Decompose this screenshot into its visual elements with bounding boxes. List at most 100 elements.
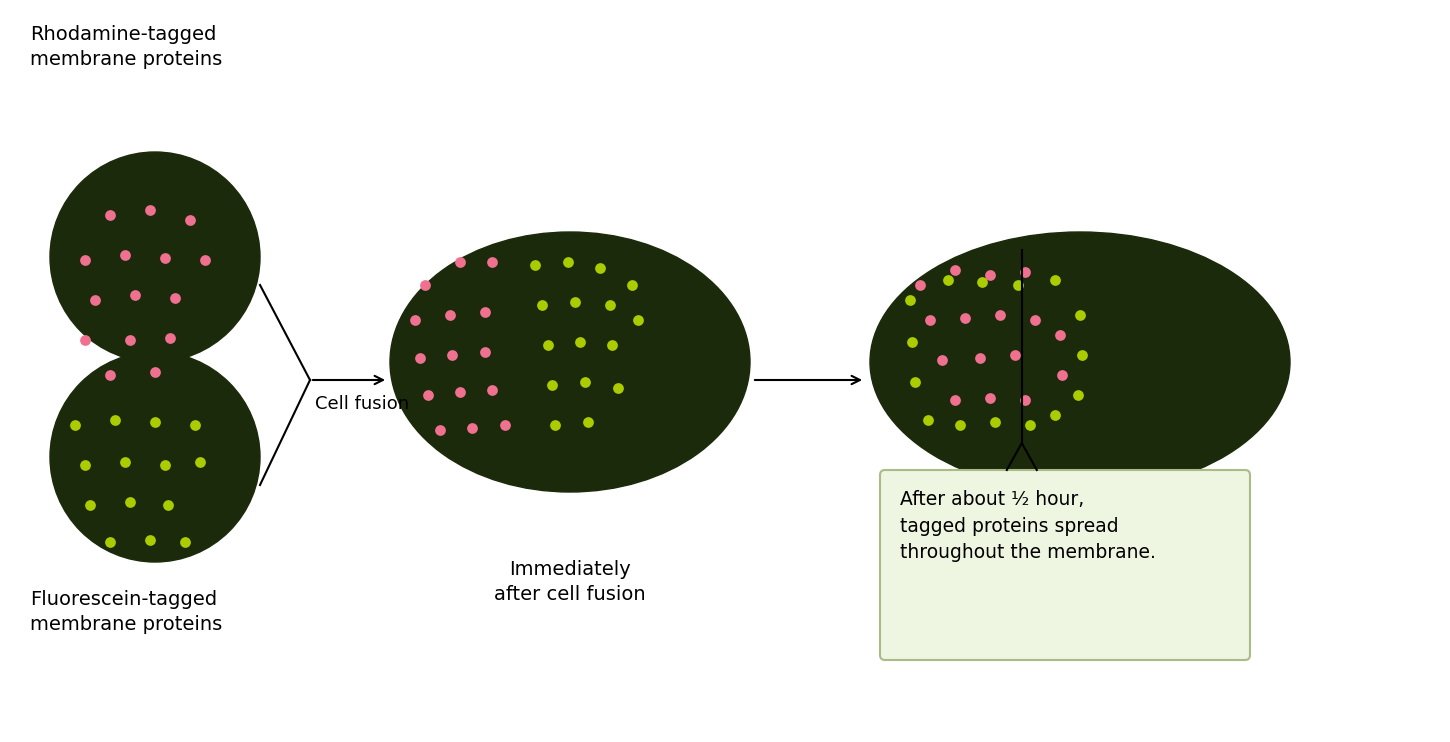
Point: [573, 376, 596, 388]
Point: [113, 249, 136, 261]
Point: [989, 309, 1012, 321]
Point: [589, 262, 612, 274]
Point: [99, 209, 122, 221]
Point: [621, 279, 644, 291]
Point: [154, 252, 177, 264]
Point: [1066, 389, 1089, 401]
Point: [473, 346, 496, 358]
Ellipse shape: [390, 232, 750, 492]
Point: [1044, 409, 1067, 421]
Point: [1006, 279, 1030, 291]
Point: [74, 459, 97, 471]
Point: [183, 419, 206, 431]
Point: [1050, 369, 1073, 381]
Point: [599, 299, 622, 311]
Point: [1024, 314, 1047, 326]
Point: [123, 289, 146, 301]
Point: [138, 534, 161, 546]
Point: [979, 392, 1002, 404]
Point: [1044, 274, 1067, 286]
Point: [626, 314, 650, 326]
Point: [438, 309, 461, 321]
Point: [1070, 349, 1093, 361]
Point: [144, 416, 167, 428]
Point: [113, 456, 136, 468]
Point: [531, 299, 554, 311]
Text: After about ¹⁄₂ hour,
tagged proteins spread
throughout the membrane.: After about ¹⁄₂ hour, tagged proteins sp…: [900, 490, 1156, 562]
Text: Cell fusion: Cell fusion: [315, 395, 409, 413]
Ellipse shape: [870, 232, 1290, 492]
Point: [899, 294, 922, 306]
Point: [948, 419, 972, 431]
Point: [954, 312, 977, 324]
Point: [970, 276, 993, 288]
Point: [64, 419, 87, 431]
FancyBboxPatch shape: [880, 470, 1250, 660]
Point: [544, 419, 567, 431]
Point: [193, 254, 216, 266]
Point: [600, 339, 624, 351]
Point: [916, 414, 940, 426]
Point: [84, 294, 107, 306]
Point: [931, 354, 954, 366]
Point: [536, 339, 560, 351]
Point: [448, 256, 471, 268]
Point: [564, 296, 587, 308]
Point: [577, 416, 600, 428]
Point: [138, 204, 161, 216]
Point: [1018, 419, 1041, 431]
Point: [403, 314, 426, 326]
Point: [568, 336, 592, 348]
Ellipse shape: [49, 352, 260, 562]
Point: [606, 382, 629, 394]
Point: [480, 384, 503, 396]
Point: [413, 279, 436, 291]
Point: [119, 496, 142, 508]
Point: [1014, 394, 1037, 406]
Point: [157, 499, 180, 511]
Point: [1069, 309, 1092, 321]
Point: [99, 536, 122, 548]
Text: Rhodamine-tagged
membrane proteins: Rhodamine-tagged membrane proteins: [30, 25, 222, 69]
Point: [557, 256, 580, 268]
Point: [969, 352, 992, 364]
Point: [918, 314, 941, 326]
Point: [154, 459, 177, 471]
Point: [441, 349, 464, 361]
Point: [461, 422, 484, 434]
Point: [523, 259, 547, 271]
Point: [480, 256, 503, 268]
Point: [493, 419, 516, 431]
Point: [944, 394, 967, 406]
Ellipse shape: [49, 152, 260, 362]
Text: Fluorescein-tagged
membrane proteins: Fluorescein-tagged membrane proteins: [30, 590, 222, 634]
Point: [74, 334, 97, 346]
Point: [178, 214, 202, 226]
Point: [1048, 329, 1072, 341]
Point: [416, 389, 439, 401]
Point: [74, 254, 97, 266]
Point: [983, 416, 1006, 428]
Point: [103, 414, 126, 426]
Point: [473, 306, 496, 318]
Point: [944, 264, 967, 276]
Text: Immediately
after cell fusion: Immediately after cell fusion: [494, 560, 645, 604]
Point: [979, 269, 1002, 281]
Point: [144, 366, 167, 378]
Point: [119, 334, 142, 346]
Point: [428, 424, 451, 436]
Point: [900, 336, 924, 348]
Point: [1014, 266, 1037, 278]
Point: [903, 376, 927, 388]
Point: [158, 332, 181, 344]
Point: [78, 499, 102, 511]
Point: [908, 279, 931, 291]
Point: [937, 274, 960, 286]
Point: [541, 379, 564, 391]
Point: [1003, 349, 1027, 361]
Point: [448, 386, 471, 398]
Point: [188, 456, 212, 468]
Point: [174, 536, 197, 548]
Point: [164, 292, 187, 304]
Point: [409, 352, 432, 364]
